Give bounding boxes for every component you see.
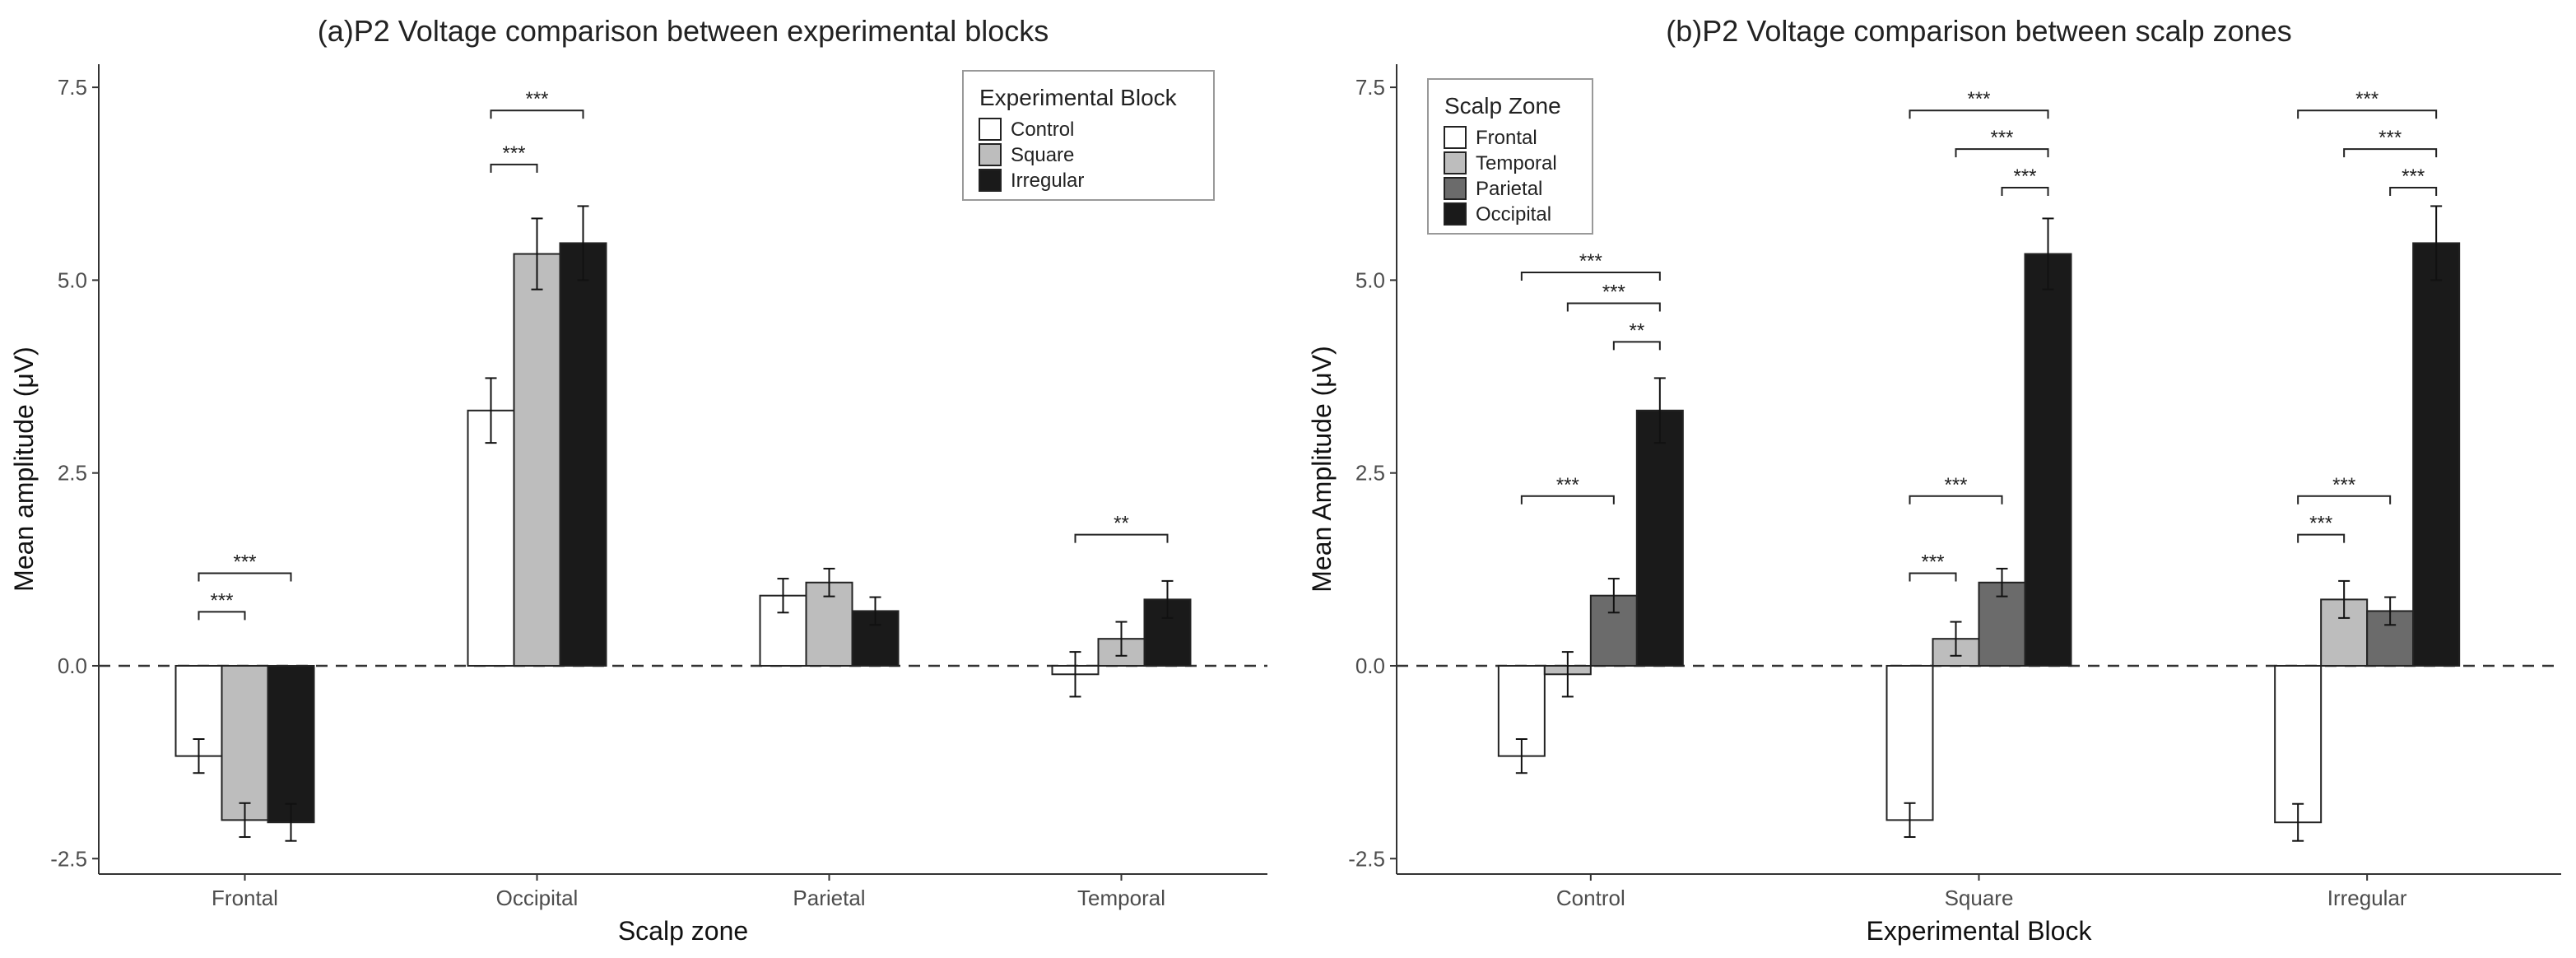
legend-label: Control bbox=[1011, 119, 1074, 141]
bar bbox=[2412, 242, 2461, 667]
legend-swatch bbox=[1444, 202, 1467, 226]
y-axis-title: Mean amplitude (μV) bbox=[9, 346, 39, 592]
bar bbox=[267, 664, 315, 824]
x-tick-label: Parietal bbox=[793, 886, 865, 910]
legend-label: Parietal bbox=[1476, 178, 1542, 200]
legend-swatch bbox=[1444, 177, 1467, 200]
significance-bracket bbox=[2389, 186, 2438, 196]
y-tick-label: 2.5 bbox=[58, 461, 87, 486]
x-tick-label: Square bbox=[1945, 886, 2014, 910]
significance-bracket bbox=[1520, 272, 1661, 281]
significance-label: *** bbox=[1990, 127, 2013, 149]
x-tick-label: Frontal bbox=[212, 886, 278, 910]
significance-label: *** bbox=[1944, 474, 1967, 496]
chart-title: (b)P2 Voltage comparison between scalp z… bbox=[1666, 14, 2291, 48]
significance-label: *** bbox=[2332, 474, 2355, 496]
significance-bracket bbox=[1612, 341, 1661, 351]
significance-bracket bbox=[1955, 148, 2049, 158]
significance-bracket bbox=[2343, 148, 2438, 158]
significance-bracket bbox=[1074, 533, 1169, 543]
significance-bracket bbox=[1566, 302, 1661, 312]
legend-swatch bbox=[979, 118, 1002, 141]
x-tick-label: Temporal bbox=[1077, 886, 1165, 910]
bar bbox=[559, 242, 607, 667]
y-tick-label: -2.5 bbox=[50, 846, 87, 871]
significance-label: *** bbox=[2402, 165, 2425, 188]
significance-bracket bbox=[1909, 495, 2003, 505]
significance-label: *** bbox=[1579, 250, 1602, 272]
bar bbox=[1635, 409, 1684, 667]
y-tick-label: -2.5 bbox=[1348, 846, 1385, 871]
legend-swatch bbox=[979, 169, 1002, 192]
significance-bracket bbox=[2001, 186, 2049, 196]
bar bbox=[2024, 253, 2072, 667]
significance-label: *** bbox=[2309, 513, 2332, 535]
significance-label: *** bbox=[525, 88, 548, 110]
x-tick-label: Irregular bbox=[2327, 886, 2407, 910]
legend-swatch bbox=[979, 143, 1002, 166]
legend-swatch bbox=[1444, 151, 1467, 174]
legend-title: Experimental Block bbox=[979, 85, 1178, 110]
y-tick-label: 5.0 bbox=[1355, 267, 1385, 292]
significance-bracket bbox=[2297, 109, 2438, 119]
significance-bracket bbox=[2297, 495, 2392, 505]
legend-swatch bbox=[1444, 126, 1467, 149]
significance-label: *** bbox=[1602, 281, 1625, 304]
legend-label: Temporal bbox=[1476, 152, 1557, 174]
y-tick-label: 0.0 bbox=[58, 653, 87, 678]
significance-label: *** bbox=[2013, 165, 2036, 188]
bar bbox=[221, 664, 269, 821]
significance-bracket bbox=[2297, 533, 2346, 543]
x-tick-label: Occipital bbox=[496, 886, 579, 910]
significance-label: ** bbox=[1114, 513, 1129, 535]
legend-box bbox=[962, 70, 1215, 201]
significance-bracket bbox=[198, 572, 292, 582]
x-tick-label: Control bbox=[1556, 886, 1625, 910]
significance-label: *** bbox=[233, 551, 256, 574]
significance-bracket bbox=[1909, 572, 1957, 582]
significance-bracket bbox=[490, 109, 584, 119]
significance-label: *** bbox=[1921, 551, 1944, 574]
panel-b: (b)P2 Voltage comparison between scalp z… bbox=[1307, 14, 2561, 946]
bar bbox=[467, 409, 515, 667]
significance-label: *** bbox=[2355, 88, 2378, 110]
y-tick-label: 0.0 bbox=[1355, 653, 1385, 678]
bar bbox=[513, 253, 561, 667]
y-tick-label: 2.5 bbox=[1355, 461, 1385, 486]
significance-label: *** bbox=[1967, 88, 1990, 110]
significance-bracket bbox=[1520, 495, 1615, 505]
significance-label: ** bbox=[1629, 319, 1644, 342]
significance-bracket bbox=[1909, 109, 2049, 119]
legend-label: Square bbox=[1011, 144, 1074, 166]
significance-label: *** bbox=[1556, 474, 1579, 496]
panel-a: (a)P2 Voltage comparison between experim… bbox=[9, 14, 1267, 946]
y-axis-title: Mean Amplitude (μV) bbox=[1307, 346, 1337, 592]
legend-label: Irregular bbox=[1011, 170, 1084, 192]
significance-label: *** bbox=[502, 142, 525, 165]
bar bbox=[2274, 664, 2323, 824]
significance-bracket bbox=[490, 163, 538, 173]
x-axis-title: Experimental Block bbox=[1867, 916, 2093, 946]
chart-title: (a)P2 Voltage comparison between experim… bbox=[318, 14, 1049, 48]
legend-title: Scalp Zone bbox=[1444, 93, 1561, 119]
significance-bracket bbox=[198, 611, 246, 621]
legend-label: Frontal bbox=[1476, 127, 1537, 149]
y-tick-label: 5.0 bbox=[58, 267, 87, 292]
significance-label: *** bbox=[2378, 127, 2402, 149]
bar bbox=[1886, 664, 1934, 821]
x-axis-title: Scalp zone bbox=[618, 916, 748, 946]
significance-label: *** bbox=[210, 589, 233, 612]
legend-label: Occipital bbox=[1476, 203, 1551, 226]
y-tick-label: 7.5 bbox=[1355, 75, 1385, 100]
y-tick-label: 7.5 bbox=[58, 75, 87, 100]
